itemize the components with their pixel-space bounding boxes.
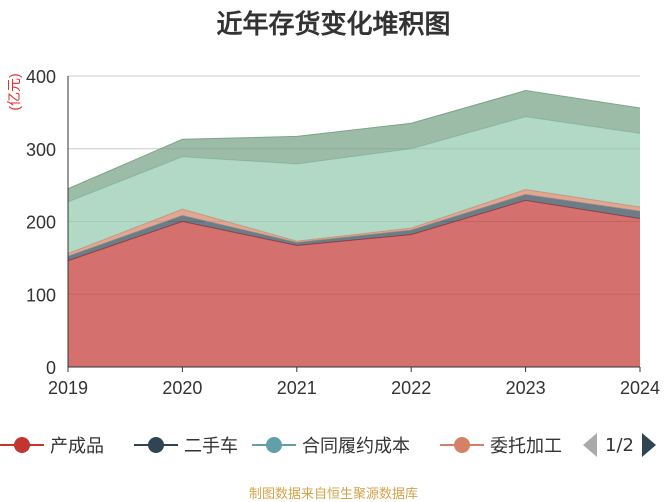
legend-label: 产成品: [50, 436, 104, 457]
x-tick-label: 2024: [620, 378, 660, 398]
legend-item[interactable]: 二手车: [134, 430, 238, 460]
area-series-0: [68, 200, 640, 367]
source-note: 制图数据来自恒生聚源数据库: [248, 487, 418, 502]
legend-pager: 1/2: [583, 430, 656, 460]
legend-label: 委托加工: [490, 436, 562, 457]
y-axis-unit-label: (亿元): [6, 73, 22, 110]
y-tick-label: 100: [26, 285, 56, 305]
legend-marker-icon: [134, 430, 178, 460]
legend-prev-arrow-icon[interactable]: [583, 433, 597, 457]
legend: 产成品 二手车 合同履约成本 委托加工 1/2: [0, 430, 667, 460]
legend-next-arrow-icon[interactable]: [641, 433, 656, 457]
legend-marker-icon: [440, 430, 484, 460]
area-series: [67, 90, 641, 367]
stacked-area-chart: 0 100 200 300 400 2019 2020 2021 2022 2023 2024 (亿…: [6, 67, 660, 398]
area-series-5: [68, 90, 640, 202]
series-line-5: [67, 90, 641, 190]
area-series-4: [68, 116, 640, 254]
legend-marker-icon: [0, 430, 44, 460]
x-tick-label: 2019: [48, 378, 88, 398]
y-tick-label: 300: [26, 140, 56, 160]
y-tick-label: 200: [26, 213, 56, 233]
y-tick-label: 400: [26, 67, 56, 87]
legend-item[interactable]: 合同履约成本: [252, 430, 410, 460]
axes: 0 100 200 300 400 2019 2020 2021 2022 2023 2024: [26, 67, 660, 398]
x-tick-label: 2020: [162, 378, 202, 398]
x-tick-label: 2022: [391, 378, 431, 398]
legend-label: 二手车: [184, 436, 238, 457]
x-tick-label: 2021: [277, 378, 317, 398]
chart-title: 近年存货变化堆积图: [216, 10, 451, 40]
y-tick-label: 0: [46, 358, 56, 378]
series-line-2: [67, 194, 641, 257]
legend-item[interactable]: 委托加工: [440, 430, 562, 460]
legend-marker-icon: [252, 430, 296, 460]
legend-item[interactable]: 产成品: [0, 430, 104, 460]
x-tick-label: 2023: [506, 378, 546, 398]
legend-page-indicator: 1/2: [605, 434, 634, 456]
legend-label: 合同履约成本: [302, 436, 410, 457]
